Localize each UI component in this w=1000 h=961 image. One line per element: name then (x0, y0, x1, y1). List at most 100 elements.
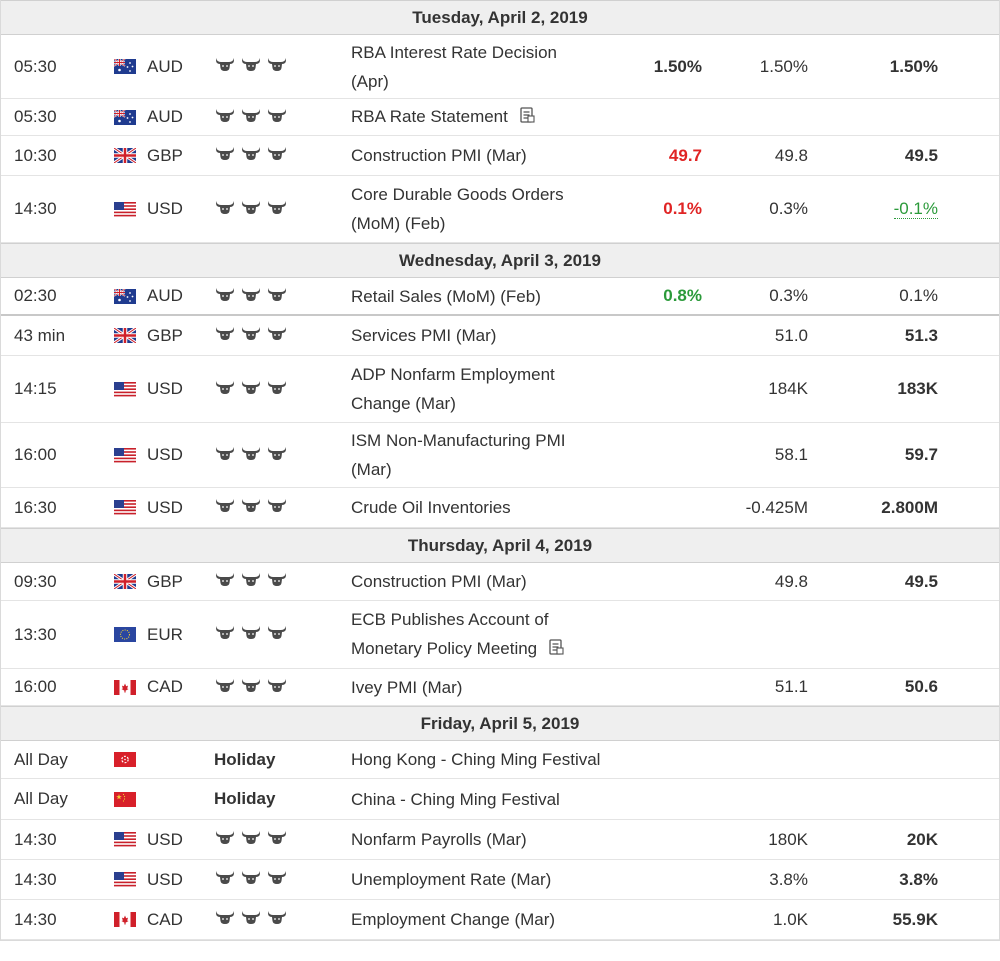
event-name[interactable]: ISM Non-Manufacturing PMI (Mar) (351, 423, 621, 487)
event-row[interactable]: 02:30 AUD Retail Sales (MoM) (Feb) 0.8% 0.3%… (1, 278, 999, 316)
event-time: 14:30 (14, 199, 57, 218)
event-name[interactable]: Construction PMI (Mar) (351, 563, 621, 600)
event-name-line[interactable]: China - Ching Ming Festival (351, 789, 560, 809)
currency-code: CAD (147, 677, 183, 696)
document-icon[interactable] (520, 103, 535, 132)
importance-rating (214, 278, 314, 314)
event-name[interactable]: Crude Oil Inventories (351, 488, 621, 527)
event-time: 16:00 (14, 677, 57, 696)
event-row[interactable]: 05:30 AUD RBA Rate Statement (1, 99, 999, 136)
event-row[interactable]: 09:30 GBP Construction PMI (Mar) 49.8 49.5 (1, 563, 999, 601)
event-name-line[interactable]: ECB Publishes Account of (351, 609, 549, 629)
bull-icon (214, 829, 236, 850)
event-name[interactable]: China - Ching Ming Festival (351, 779, 621, 819)
event-row[interactable]: 14:30 CAD Employment Change (Mar) 1.0K 55.9K (1, 900, 999, 940)
event-name[interactable]: Nonfarm Payrolls (Mar) (351, 820, 621, 859)
event-row[interactable]: 14:15 USD ADP Nonfarm Employment Change (Ma… (1, 356, 999, 423)
australia-flag (114, 99, 140, 135)
forecast-value: 0.3% (769, 199, 808, 218)
event-row[interactable]: All Day Holiday Hong Kong - Ching Ming Fes… (1, 741, 999, 779)
event-name-line[interactable]: Construction PMI (Mar) (351, 146, 527, 165)
china-flag (114, 779, 140, 819)
event-name-line[interactable]: Services PMI (Mar) (351, 326, 497, 345)
actual-value (601, 860, 702, 899)
event-name-line[interactable]: (Mar) (351, 460, 392, 479)
forecast-value (707, 741, 808, 778)
bull-icon (240, 571, 262, 592)
forecast-value: 3.8% (769, 869, 808, 889)
event-row[interactable]: 14:30 USD Core Durable Goods Orders (MoM) (… (1, 176, 999, 243)
importance-rating (214, 900, 314, 939)
event-name[interactable]: RBA Interest Rate Decision (Apr) (351, 35, 621, 98)
event-name-line[interactable]: ADP Nonfarm Employment (351, 365, 555, 384)
currency-code: USD (147, 199, 183, 218)
event-name[interactable]: Services PMI (Mar) (351, 316, 621, 355)
currency-code: CAD (147, 909, 183, 929)
bull-icon (266, 145, 288, 166)
previous-value: 20K (906, 829, 938, 849)
event-name[interactable]: Employment Change (Mar) (351, 900, 621, 939)
event-time: 14:15 (14, 379, 57, 398)
event-name-line[interactable]: Hong Kong - Ching Ming Festival (351, 750, 601, 769)
forecast-value: 184K (768, 379, 808, 398)
event-name-line[interactable]: Change (Mar) (351, 394, 456, 413)
event-name-line[interactable]: Core Durable Goods Orders (351, 185, 564, 204)
event-name-line[interactable]: Monetary Policy Meeting (351, 634, 564, 664)
event-name[interactable]: ADP Nonfarm Employment Change (Mar) (351, 356, 621, 422)
event-name-line[interactable]: RBA Interest Rate Decision (351, 42, 557, 62)
day-header: Thursday, April 4, 2019 (1, 528, 999, 563)
event-name-line[interactable]: (MoM) (Feb) (351, 214, 446, 233)
event-name-line[interactable]: (Apr) (351, 71, 389, 91)
event-row[interactable]: 05:30 AUD RBA Interest Rate Decision (Apr) 1… (1, 35, 999, 99)
event-row[interactable]: 16:00 CAD Ivey PMI (Mar) 51.1 50.6 (1, 669, 999, 706)
bull-icon (214, 445, 236, 466)
uk-flag (114, 136, 140, 175)
event-name[interactable]: Hong Kong - Ching Ming Festival (351, 741, 621, 778)
bull-icon (214, 325, 236, 346)
bull-icon (214, 286, 236, 307)
previous-value (837, 741, 938, 778)
previous-value: 3.8% (899, 869, 938, 889)
bull-icon (214, 497, 236, 518)
event-name-line[interactable]: Retail Sales (MoM) (Feb) (351, 286, 541, 306)
actual-value (601, 669, 702, 705)
event-name-line[interactable]: RBA Rate Statement (351, 102, 535, 132)
event-row[interactable]: 10:30 GBP Construction PMI (Mar) 49.7 49.8 49… (1, 136, 999, 176)
event-time: 05:30 (14, 56, 57, 76)
event-row[interactable]: 16:00 USD ISM Non-Manufacturing PMI (Mar) 58… (1, 423, 999, 488)
bull-icon (266, 56, 288, 77)
previous-value (837, 779, 938, 819)
event-name[interactable]: Retail Sales (MoM) (Feb) (351, 278, 621, 314)
event-row[interactable]: 14:30 USD Unemployment Rate (Mar) 3.8% 3.8% (1, 860, 999, 900)
event-name-line[interactable]: Nonfarm Payrolls (Mar) (351, 830, 527, 849)
actual-value: 1.50% (653, 56, 702, 76)
forecast-value: 51.0 (774, 325, 808, 345)
forecast-value (707, 779, 808, 819)
event-name-line[interactable]: Crude Oil Inventories (351, 498, 511, 517)
event-name[interactable]: Construction PMI (Mar) (351, 136, 621, 175)
event-name-line[interactable]: Employment Change (Mar) (351, 910, 556, 929)
currency-code: USD (147, 445, 183, 464)
event-name[interactable]: Core Durable Goods Orders (MoM) (Feb) (351, 176, 621, 242)
event-row[interactable]: 16:30 USD Crude Oil Inventories -0.425M 2.80… (1, 488, 999, 528)
event-name[interactable]: ECB Publishes Account of Monetary Policy … (351, 601, 621, 668)
importance-rating (214, 601, 314, 668)
event-name-line[interactable]: ISM Non-Manufacturing PMI (351, 431, 566, 450)
document-icon[interactable] (549, 635, 564, 664)
event-name-line[interactable]: Unemployment Rate (Mar) (351, 870, 552, 889)
event-name[interactable]: Unemployment Rate (Mar) (351, 860, 621, 899)
event-row[interactable]: 13:30 EUR ECB Publishes Account of Monetary… (1, 601, 999, 669)
event-name-line[interactable]: Ivey PMI (Mar) (351, 677, 463, 697)
event-name-line[interactable]: Construction PMI (Mar) (351, 572, 527, 591)
event-row[interactable]: All Day Holiday China - Ching Ming Festiva… (1, 779, 999, 820)
bull-icon (214, 909, 236, 930)
event-row[interactable]: 43 min GBP Services PMI (Mar) 51.0 51.3 (1, 316, 999, 356)
actual-value (601, 99, 702, 135)
importance-rating (214, 356, 314, 422)
actual-value (601, 356, 702, 422)
bull-icon (266, 445, 288, 466)
event-row[interactable]: 14:30 USD Nonfarm Payrolls (Mar) 180K 20K (1, 820, 999, 860)
event-name[interactable]: RBA Rate Statement (351, 99, 621, 135)
actual-value (601, 779, 702, 819)
event-name[interactable]: Ivey PMI (Mar) (351, 669, 621, 705)
